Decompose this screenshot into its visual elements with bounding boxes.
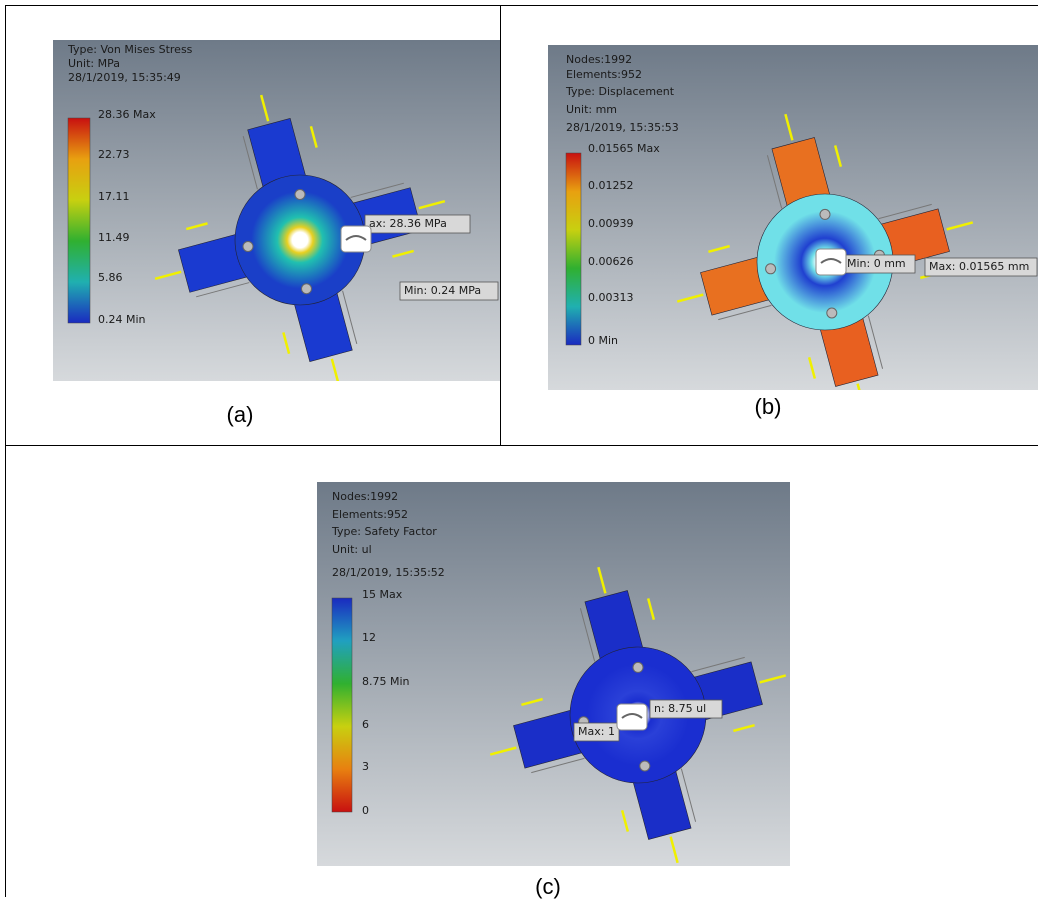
info-line: Type: Von Mises Stress	[67, 43, 193, 56]
legend-label: 0.01565 Max	[588, 142, 660, 155]
legend-label: 8.75 Min	[362, 675, 410, 688]
viewport: Nodes:1992 Elements:952 Type: Displacement…	[548, 45, 1038, 390]
pin	[827, 308, 837, 318]
border-row	[5, 445, 1038, 446]
view-icon	[617, 704, 647, 730]
info-line: 28/1/2019, 15:35:52	[332, 566, 445, 579]
pin	[633, 662, 643, 672]
page: Type: Von Mises StressUnit: MPa28/1/2019…	[0, 0, 1038, 897]
result-view: Nodes:1992 Elements:952 Type: Displacement…	[548, 45, 1038, 390]
legend-label: 0.00626	[588, 255, 634, 268]
result-view: Nodes:1992 Elements:952 Type: Safety Facto…	[317, 482, 790, 866]
legend-label: 15 Max	[362, 588, 403, 601]
legend-label: 0 Min	[588, 334, 618, 347]
legend-label: 0	[362, 804, 369, 817]
info-line: Unit: mm	[566, 103, 617, 116]
info-line: Elements:952	[332, 508, 408, 521]
legend-label: 12	[362, 631, 376, 644]
view-icon	[341, 226, 371, 252]
info-line: Unit: ul	[332, 543, 372, 556]
info-line: Type: Displacement	[565, 85, 675, 98]
info-line: Nodes:1992	[332, 490, 398, 503]
legend-label: 11.49	[98, 231, 130, 244]
callout-label: Max: 1	[578, 725, 615, 738]
legend-bar	[332, 598, 352, 812]
callout-label: Max: 0.01565 mm	[929, 260, 1029, 273]
pin	[640, 761, 650, 771]
callout-label: Min: 0 mm	[847, 257, 906, 270]
legend-label: 28.36 Max	[98, 108, 156, 121]
legend-label: 5.86	[98, 271, 123, 284]
legend-bar	[68, 118, 90, 323]
legend-bar	[566, 153, 581, 345]
callout-label: Min: 0.24 MPa	[404, 284, 481, 297]
info-line: Nodes:1992	[566, 53, 632, 66]
info-line: 28/1/2019, 15:35:49	[68, 71, 181, 84]
legend-label: 0.00313	[588, 291, 634, 304]
info-line: 28/1/2019, 15:35:53	[566, 121, 679, 134]
info-line: Elements:952	[566, 68, 642, 81]
legend-label: 0.00939	[588, 217, 634, 230]
caption: (a)	[227, 402, 254, 428]
border-left	[5, 5, 6, 897]
border-top	[5, 5, 1038, 6]
callout-label: n: 8.75 ul	[654, 702, 706, 715]
legend-label: 22.73	[98, 148, 130, 161]
viewport: Nodes:1992 Elements:952 Type: Safety Facto…	[317, 482, 790, 866]
info-line: Type: Safety Factor	[331, 525, 437, 538]
legend-label: 0.24 Min	[98, 313, 146, 326]
caption: (c)	[535, 874, 561, 900]
legend-label: 17.11	[98, 190, 130, 203]
pin	[820, 209, 830, 219]
pin	[302, 284, 312, 294]
info-line: Unit: MPa	[68, 57, 120, 70]
legend-label: 6	[362, 718, 369, 731]
pin	[295, 190, 305, 200]
pin	[766, 264, 776, 274]
view-icon	[816, 249, 846, 275]
border-middle	[500, 5, 501, 445]
legend-label: 0.01252	[588, 179, 634, 192]
caption: (b)	[755, 394, 782, 420]
pin	[243, 242, 253, 252]
legend-label: 3	[362, 760, 369, 773]
callout-label: ax: 28.36 MPa	[369, 217, 447, 230]
